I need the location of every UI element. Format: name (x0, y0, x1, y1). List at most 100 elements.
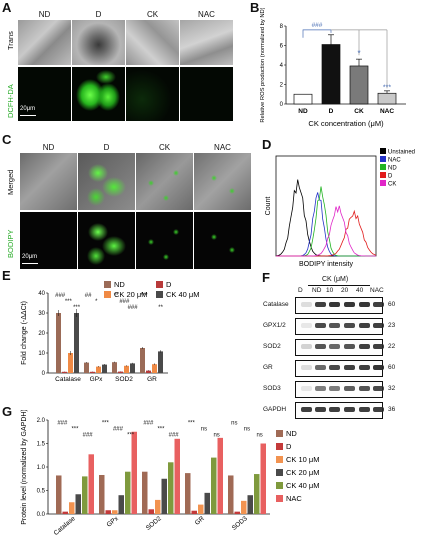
g-annotation: ### (113, 427, 124, 433)
panel-f-header-line (308, 285, 370, 286)
e-xtick-label: Catalase (55, 376, 81, 383)
e-bar (68, 353, 73, 373)
panel-f-band (344, 386, 355, 391)
g-annotation: ### (169, 433, 180, 439)
b-bar (321, 44, 341, 105)
panel-a-scale-bar (20, 115, 36, 116)
panel-f-row-label: SOD3 (263, 385, 281, 392)
e-xtick-label: SOD2 (115, 376, 133, 383)
g-bar (254, 474, 260, 514)
g-legend-label: CK 10 μM (286, 455, 320, 464)
g-bar (217, 437, 223, 514)
b-ytick-label: 6 (280, 44, 284, 50)
panel-c-merged-nac-image (194, 153, 251, 210)
g-bar (161, 478, 167, 514)
e-bar (90, 371, 95, 373)
e-annotation: ** (158, 305, 163, 311)
e-legend-label: ND (114, 280, 125, 289)
panel-label-e: E (2, 268, 11, 283)
g-bar (185, 473, 191, 514)
g-legend-swatch (276, 430, 283, 437)
panel-f-band (301, 344, 312, 349)
g-annotation: *** (127, 433, 135, 439)
panel-c-bodipy-nac-image (194, 212, 251, 269)
e-xtick-label: GR (147, 376, 157, 383)
panel-f-lane-label: NAC (370, 287, 384, 294)
d-legend-swatch (380, 172, 386, 178)
panel-f-band (329, 344, 340, 349)
panel-c-bodipy-nd-image (20, 212, 77, 269)
panel-a-scale-label: 20μm (20, 106, 36, 112)
panel-f-lane-label: ND (312, 287, 322, 294)
g-xtick-label: SOD3 (231, 515, 249, 532)
g-legend-label: CK 20 μM (286, 468, 320, 477)
g-annotation: ns (256, 433, 262, 439)
g-bar (191, 510, 197, 514)
panel-a-col-d: D (95, 10, 102, 19)
b-ylabel: Relative ROS production (normalized by N… (260, 8, 266, 123)
g-ytick-label: 0.5 (37, 489, 46, 495)
panel-f-row-label: GR (263, 364, 273, 371)
panel-c-row-bodipy: BODIPY (6, 229, 15, 258)
panel-c-scale-bar (22, 263, 38, 264)
g-annotation: ns (201, 427, 207, 433)
e-legend-label: CK 20 μM (114, 290, 148, 299)
d-curve-ck (276, 205, 376, 257)
b-xlabel: CK concentration (μM) (308, 119, 384, 128)
panel-f-band (329, 386, 340, 391)
b-annotation-nac: *** (383, 84, 391, 91)
panel-f-band (301, 302, 312, 307)
panel-label-a: A (2, 0, 12, 15)
panel-label-d: D (262, 137, 272, 152)
panel-f-header: CK (μM) (322, 276, 349, 283)
b-bracket-d-treat (331, 29, 388, 89)
panel-f-band (359, 365, 370, 370)
d-legend-label: Unstained (388, 150, 415, 156)
d-legend-label: ND (388, 166, 397, 172)
panel-a-dcf-d-image (72, 67, 125, 121)
e-annotation: *** (65, 299, 73, 305)
panel-f-mw-label: 23 (388, 322, 396, 329)
g-annotation: *** (157, 427, 165, 433)
b-ytick-label: 0 (280, 102, 284, 108)
g-bar (56, 475, 62, 514)
panel-f-band (373, 365, 384, 370)
d-legend-label: NAC (388, 158, 401, 164)
d-legend-swatch (380, 156, 386, 162)
e-ylabel: Fold change (-ΔΔCt) (21, 301, 28, 365)
e-annotation: *** (73, 305, 81, 311)
e-legend-swatch (156, 291, 163, 298)
panel-a-col-nd: ND (38, 10, 51, 19)
g-bar (168, 462, 174, 514)
panel-f-band (373, 302, 384, 307)
g-bar (69, 502, 75, 514)
panel-f-mw-label: 60 (388, 364, 396, 371)
panel-c-merged-ck-image (136, 153, 193, 210)
g-annotation: ns (213, 433, 219, 439)
panel-f-mw-label: 22 (388, 343, 396, 350)
e-annotation: ### (55, 293, 66, 299)
b-bracket-nd-d (302, 29, 332, 38)
panel-f-band (301, 323, 312, 328)
panel-f-band (301, 407, 312, 412)
b-ytick-label: 4 (280, 63, 284, 69)
panel-f-band (301, 365, 312, 370)
g-annotation: ### (57, 421, 68, 427)
g-ytick-label: 1.5 (37, 442, 46, 448)
panel-label-f: F (262, 270, 270, 285)
panel-f-band (315, 365, 326, 370)
g-bar (228, 475, 234, 514)
panel-f-band (373, 344, 384, 349)
g-bar (198, 504, 204, 514)
g-legend-swatch (276, 469, 283, 476)
g-bar (204, 492, 210, 514)
g-bar (118, 495, 124, 514)
panel-a-dcf-nac-image (180, 67, 233, 121)
g-legend-label: D (286, 442, 292, 451)
b-ytick-label: 8 (280, 24, 284, 30)
b-bar (377, 92, 397, 105)
g-annotation: ### (83, 433, 94, 439)
g-bar (75, 494, 81, 514)
